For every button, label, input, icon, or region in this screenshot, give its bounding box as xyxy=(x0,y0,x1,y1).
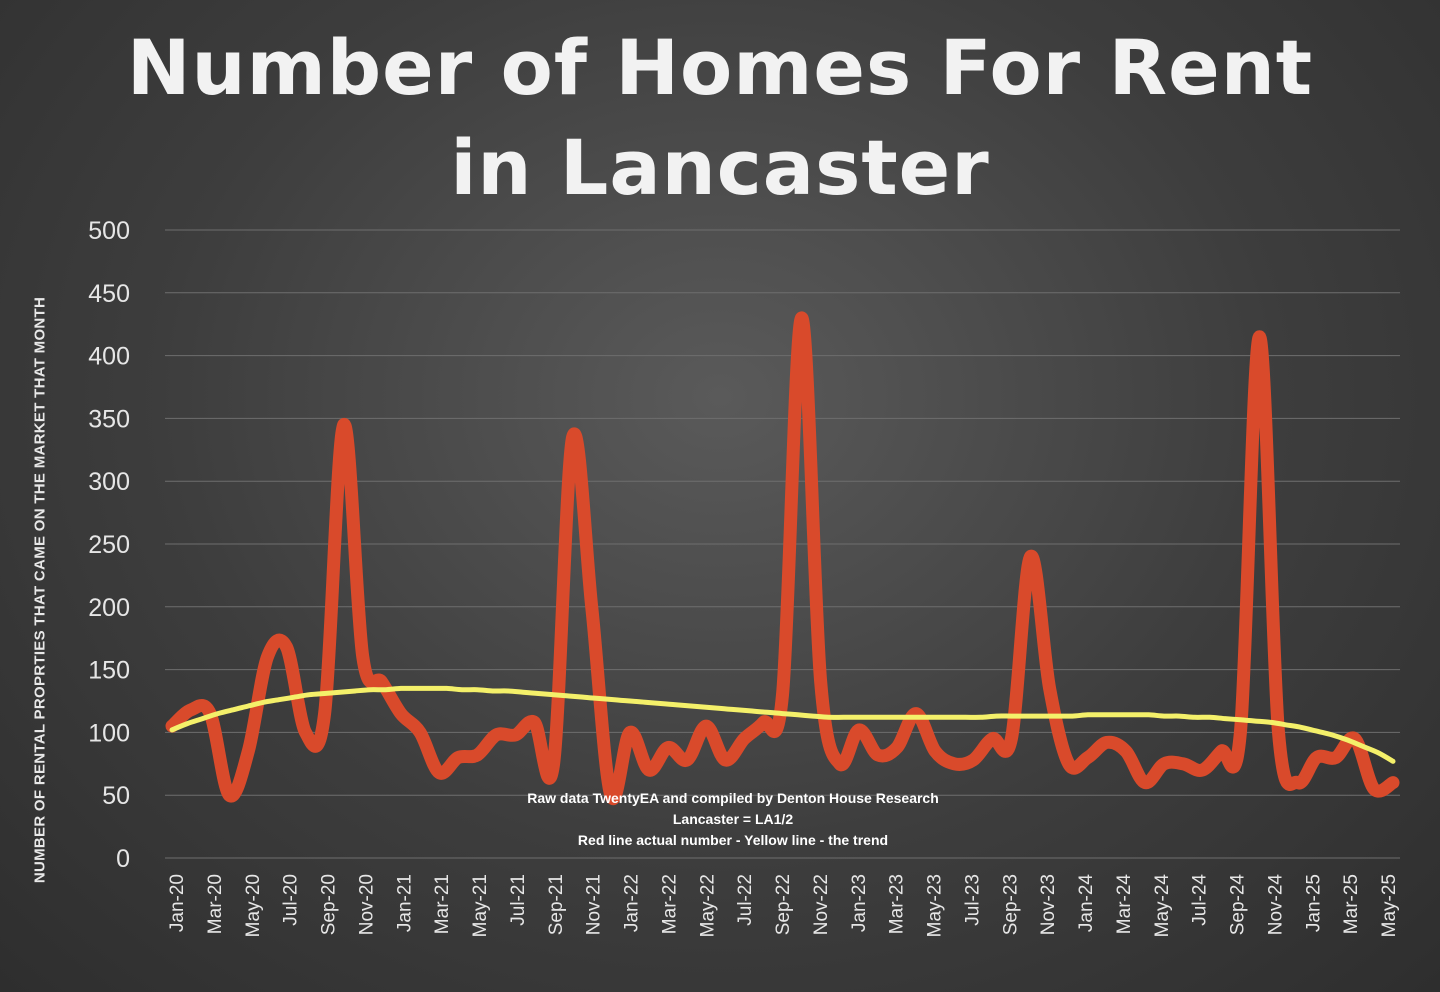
x-tick-labels: Jan-20 Mar-20 May-20 Jul-20 Sep-20 Nov-20 Jan-… xyxy=(167,874,1400,938)
source-note: Raw data TwentyEA and compiled by Denton… xyxy=(527,788,939,851)
x-tick-label: Mar-24 xyxy=(1114,874,1135,935)
x-tick-label: Mar-25 xyxy=(1341,874,1362,934)
x-tick-label: Jul-24 xyxy=(1190,874,1211,926)
x-tick-label: Jan-21 xyxy=(394,874,415,932)
x-tick-label: Nov-23 xyxy=(1038,874,1059,935)
chart-title-line-1: Number of Homes For Rent xyxy=(126,23,1314,112)
y-tick-label: 300 xyxy=(88,468,130,496)
x-tick-label: Sep-23 xyxy=(1000,874,1021,935)
x-tick-label: Jan-20 xyxy=(167,874,188,932)
y-tick-label: 50 xyxy=(102,782,130,810)
y-tick-label: 100 xyxy=(88,719,130,747)
x-tick-label: Jul-21 xyxy=(508,874,529,926)
y-tick-label: 500 xyxy=(88,217,130,245)
x-tick-label: Jan-23 xyxy=(849,874,870,932)
x-tick-label: May-20 xyxy=(243,874,264,937)
y-tick-label: 350 xyxy=(88,405,130,433)
x-tick-label: May-25 xyxy=(1379,874,1400,937)
y-tick-label: 250 xyxy=(88,531,130,559)
y-tick-label: 150 xyxy=(88,657,130,685)
gridlines xyxy=(165,229,1400,859)
x-tick-label: Mar-22 xyxy=(659,874,680,934)
source-note-line-1: Raw data TwentyEA and compiled by Denton… xyxy=(527,790,939,806)
x-tick-label: Jan-25 xyxy=(1303,874,1324,932)
x-tick-label: Nov-21 xyxy=(584,874,605,935)
x-tick-label: Mar-23 xyxy=(887,874,908,934)
x-tick-label: May-23 xyxy=(925,874,946,937)
chart-title-line-2: in Lancaster xyxy=(450,123,990,212)
x-tick-label: Sep-21 xyxy=(546,874,567,935)
x-tick-label: Jan-22 xyxy=(622,874,643,932)
x-tick-label: Jul-20 xyxy=(281,874,302,926)
x-tick-label: May-22 xyxy=(697,874,718,937)
x-tick-label: Nov-24 xyxy=(1265,874,1286,936)
x-tick-label: Jan-24 xyxy=(1076,874,1097,933)
series-line-trend xyxy=(169,685,1396,764)
x-tick-label: Mar-20 xyxy=(205,874,226,934)
x-tick-label: Nov-20 xyxy=(356,874,377,935)
x-tick-label: Jul-22 xyxy=(735,874,756,926)
x-tick-label: May-21 xyxy=(470,874,491,937)
y-tick-label: 200 xyxy=(88,594,130,622)
x-tick-label: Sep-24 xyxy=(1228,874,1249,936)
x-tick-label: Sep-20 xyxy=(319,874,340,935)
series-line-actual xyxy=(165,311,1400,806)
y-tick-label: 0 xyxy=(116,845,130,873)
source-note-line-2: Lancaster = LA1/2 xyxy=(672,811,794,827)
y-tick-labels: 0 50 100 150 200 250 300 350 400 450 500 xyxy=(88,217,130,873)
series-lines xyxy=(165,311,1400,806)
y-tick-label: 400 xyxy=(88,343,130,371)
x-tick-label: May-24 xyxy=(1152,874,1173,938)
chart-title: Number of Homes For Rent in Lancaster xyxy=(0,18,1440,218)
x-tick-label: Jul-23 xyxy=(962,874,983,926)
x-tick-label: Mar-21 xyxy=(432,874,453,934)
x-tick-label: Nov-22 xyxy=(811,874,832,935)
source-note-line-3: Red line actual number - Yellow line - t… xyxy=(577,832,889,848)
y-tick-label: 450 xyxy=(88,280,130,308)
x-tick-label: Sep-22 xyxy=(773,874,794,935)
